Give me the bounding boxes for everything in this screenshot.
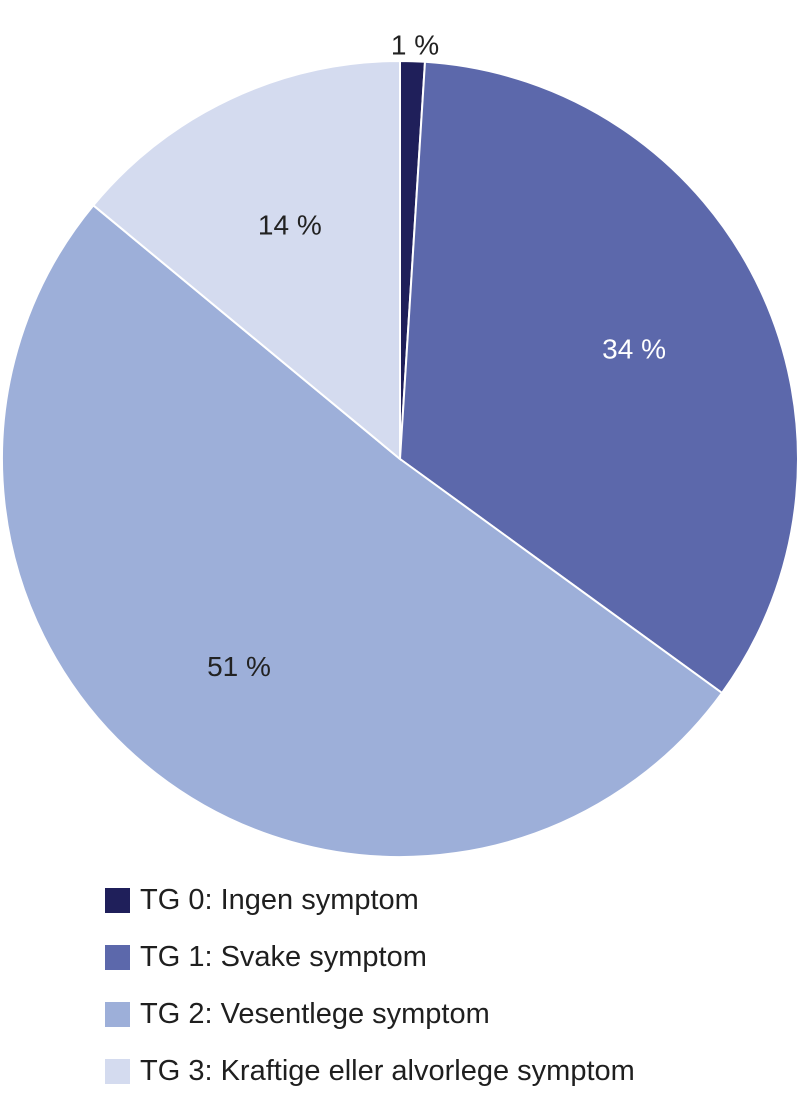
legend-swatch — [105, 945, 130, 970]
legend-swatch — [105, 1002, 130, 1027]
legend-label: TG 3: Kraftige eller alvorlege symptom — [140, 1055, 635, 1087]
legend-swatch — [105, 1059, 130, 1084]
legend-item-2: TG 2: Vesentlege symptom — [105, 986, 795, 1043]
pie-slice-labels: 1 % 34 % 51 % 14 % — [207, 30, 666, 683]
pie-slices — [1, 59, 799, 858]
legend-swatch — [105, 888, 130, 913]
legend-item-0: TG 0: Ingen symptom — [105, 872, 795, 929]
pie-slice-label-0: 1 % — [391, 30, 439, 61]
pie-slice-1 — [398, 60, 799, 695]
legend-item-3: TG 3: Kraftige eller alvorlege symptom — [105, 1043, 795, 1100]
pie-chart: 1 % 34 % 51 % 14 % — [1, 30, 799, 858]
legend-label: TG 2: Vesentlege symptom — [140, 998, 490, 1030]
chart-legend: TG 0: Ingen symptom TG 1: Svake symptom TG… — [105, 872, 795, 1100]
pie-slice-3 — [91, 59, 401, 462]
legend-label: TG 0: Ingen symptom — [140, 884, 419, 916]
pie-slice-label-1: 34 % — [602, 333, 666, 364]
legend-label: TG 1: Svake symptom — [140, 941, 427, 973]
pie-slice-2 — [1, 203, 724, 858]
pie-slice-label-3: 14 % — [258, 209, 322, 240]
legend-item-1: TG 1: Svake symptom — [105, 929, 795, 986]
pie-slice-label-2: 51 % — [207, 651, 271, 682]
